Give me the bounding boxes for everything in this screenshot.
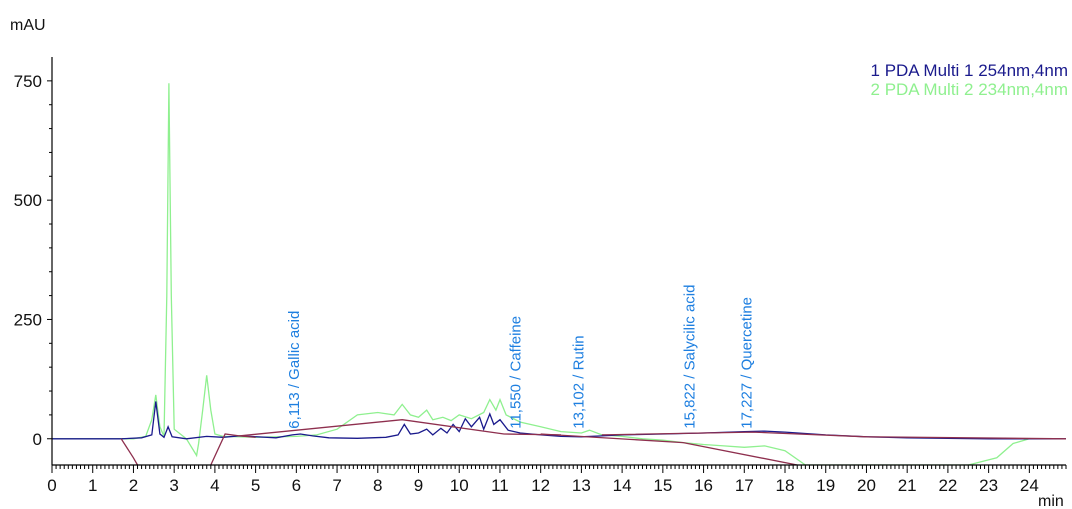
- baseline-segment: [210, 433, 256, 465]
- x-tick-label: 2: [129, 476, 138, 495]
- y-axis-label: mAU: [10, 17, 46, 34]
- x-tick-label: 16: [694, 476, 713, 495]
- y-tick-label: 500: [14, 191, 42, 210]
- series-line-1: [52, 401, 1066, 440]
- y-tick-label: 0: [33, 430, 42, 449]
- legend-entry: 2 PDA Multi 2 234nm,4nm: [871, 80, 1068, 99]
- peak-annotation: 15,822 / Salycilic acid: [681, 285, 698, 429]
- series-line-2: [52, 83, 1066, 465]
- x-tick-label: 5: [251, 476, 260, 495]
- peak-annotation: 11,550 / Caffeine: [507, 316, 524, 429]
- y-tick-label: 250: [14, 310, 42, 329]
- x-tick-label: 23: [979, 476, 998, 495]
- x-tick-label: 13: [572, 476, 591, 495]
- baseline-segment: [239, 419, 562, 437]
- baseline-segment: [120, 438, 139, 465]
- x-tick-label: 20: [857, 476, 876, 495]
- x-tick-label: 3: [169, 476, 178, 495]
- x-tick-label: 7: [332, 476, 341, 495]
- x-tick-label: 24: [1020, 476, 1039, 495]
- baseline-segment: [601, 431, 1067, 440]
- x-tick-label: 10: [450, 476, 469, 495]
- x-tick-label: 19: [816, 476, 835, 495]
- annotation-layer: 6,113 / Gallic acid 11,550 / Caffeine 13,1…: [286, 285, 756, 429]
- x-tick-label: 11: [491, 476, 509, 495]
- x-tick-label: 22: [938, 476, 957, 495]
- peak-annotation: 17,227 / Quercetine: [739, 297, 756, 429]
- x-tick-label: 0: [47, 476, 56, 495]
- x-tick-label: 21: [898, 476, 917, 495]
- x-tick-label: 17: [735, 476, 754, 495]
- x-tick-label: 4: [210, 476, 219, 495]
- x-axis-label: min: [1038, 493, 1064, 509]
- x-tick-label: 1: [88, 476, 97, 495]
- x-tick-label: 9: [414, 476, 423, 495]
- x-tick-label: 15: [653, 476, 672, 495]
- baseline-segment: [540, 433, 798, 465]
- x-tick-label: 8: [373, 476, 382, 495]
- x-tick-label: 12: [531, 476, 550, 495]
- y-tick-label: 750: [14, 72, 42, 91]
- x-tick-label: 6: [292, 476, 301, 495]
- peak-annotation: 6,113 / Gallic acid: [286, 311, 303, 429]
- series-layer: [52, 83, 1066, 465]
- x-tick-label: 18: [776, 476, 795, 495]
- x-tick-label: 14: [613, 476, 632, 495]
- baseline-layer: [120, 419, 1067, 465]
- peak-annotation: 13,102 / Rutin: [571, 335, 588, 428]
- legend-entry: 1 PDA Multi 1 254nm,4nm: [871, 61, 1068, 80]
